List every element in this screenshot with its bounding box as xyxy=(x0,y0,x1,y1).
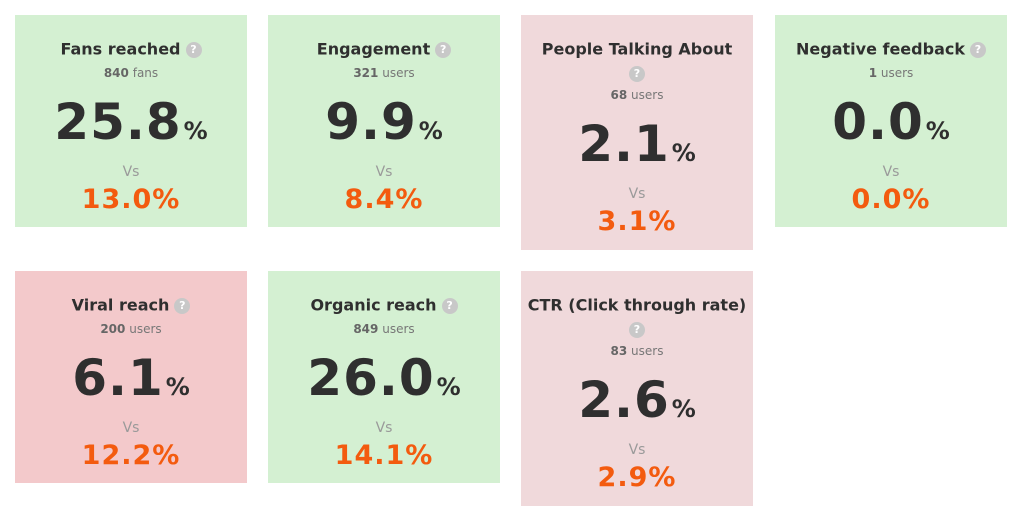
count-value: 849 xyxy=(353,321,379,336)
count-value: 1 xyxy=(868,65,878,80)
vs-label: Vs xyxy=(628,185,646,202)
vs-label: Vs xyxy=(882,163,900,180)
help-icon[interactable]: ? xyxy=(969,41,986,58)
card-count: 1 users xyxy=(775,66,1007,80)
help-icon[interactable]: ? xyxy=(185,41,202,58)
help-icon[interactable]: ? xyxy=(629,321,645,338)
count-value: 68 xyxy=(610,87,628,102)
comparison-value: 2.9% xyxy=(597,461,677,493)
percent-sign: % xyxy=(183,116,208,145)
metric-number: 0.0 xyxy=(832,92,924,151)
card-title: Negative feedback xyxy=(796,39,965,59)
vs-label: Vs xyxy=(628,441,646,458)
card-title-row: Organic reach? xyxy=(268,295,500,316)
count-unit: users xyxy=(631,343,664,358)
percent-sign: % xyxy=(418,116,443,145)
count-value: 83 xyxy=(610,343,628,358)
metric-card-fans-reached: Fans reached? 840 fans 25.8% Vs 13.0% xyxy=(15,15,247,227)
card-count: 68 users xyxy=(521,88,753,102)
metric-number: 26.0 xyxy=(307,348,435,407)
count-value: 321 xyxy=(353,65,379,80)
count-unit: users xyxy=(880,65,914,80)
metric-value: 9.9% xyxy=(268,94,500,159)
metric-value: 25.8% xyxy=(15,94,247,159)
metric-value: 6.1% xyxy=(15,350,247,415)
card-count: 83 users xyxy=(521,344,753,358)
percent-sign: % xyxy=(671,394,696,423)
card-title-row: People Talking About? xyxy=(521,39,753,82)
card-title-row: Engagement? xyxy=(268,39,500,60)
comparison-value: 8.4% xyxy=(344,183,424,215)
card-title: People Talking About xyxy=(541,39,733,59)
count-unit: users xyxy=(382,321,415,336)
comparison-value: 3.1% xyxy=(597,205,677,237)
metric-number: 6.1 xyxy=(72,348,164,407)
card-title-row: CTR (Click through rate)? xyxy=(521,295,753,338)
count-unit: users xyxy=(129,321,162,336)
card-count: 849 users xyxy=(268,322,500,336)
metric-card-engagement: Engagement? 321 users 9.9% Vs 8.4% xyxy=(268,15,500,227)
help-icon[interactable]: ? xyxy=(441,297,458,314)
card-title-row: Fans reached? xyxy=(15,39,247,60)
metric-card-viral-reach: Viral reach? 200 users 6.1% Vs 12.2% xyxy=(15,271,247,483)
comparison-value: 0.0% xyxy=(851,183,931,215)
metric-number: 25.8 xyxy=(54,92,182,151)
card-title: Fans reached xyxy=(60,39,181,59)
card-count: 840 fans xyxy=(15,66,247,80)
count-unit: fans xyxy=(132,65,159,80)
percent-sign: % xyxy=(436,372,461,401)
comparison-value: 14.1% xyxy=(334,439,434,471)
percent-sign: % xyxy=(165,372,190,401)
help-icon[interactable]: ? xyxy=(435,41,452,58)
count-value: 200 xyxy=(100,321,126,336)
percent-sign: % xyxy=(671,138,696,167)
count-value: 840 xyxy=(103,65,129,80)
card-title: Engagement xyxy=(316,39,431,59)
count-unit: users xyxy=(631,87,664,102)
help-icon[interactable]: ? xyxy=(629,65,645,82)
metric-card-people-talking-about: People Talking About? 68 users 2.1% Vs 3… xyxy=(521,15,753,250)
card-title: Viral reach xyxy=(71,295,170,315)
comparison-value: 12.2% xyxy=(81,439,181,471)
card-count: 321 users xyxy=(268,66,500,80)
metric-value: 0.0% xyxy=(775,94,1007,159)
metric-value: 2.6% xyxy=(521,372,753,437)
metric-number: 9.9 xyxy=(325,92,417,151)
vs-label: Vs xyxy=(122,163,140,180)
vs-label: Vs xyxy=(375,163,393,180)
card-title-row: Viral reach? xyxy=(15,295,247,316)
vs-label: Vs xyxy=(375,419,393,436)
card-title: Organic reach xyxy=(310,295,437,315)
comparison-value: 13.0% xyxy=(81,183,181,215)
metric-card-negative-feedback: Negative feedback? 1 users 0.0% Vs 0.0% xyxy=(775,15,1007,227)
metric-number: 2.6 xyxy=(578,370,670,429)
metric-card-ctr: CTR (Click through rate)? 83 users 2.6% … xyxy=(521,271,753,506)
vs-label: Vs xyxy=(122,419,140,436)
metric-card-organic-reach: Organic reach? 849 users 26.0% Vs 14.1% xyxy=(268,271,500,483)
metric-number: 2.1 xyxy=(578,114,670,173)
help-icon[interactable]: ? xyxy=(174,297,191,314)
card-title-row: Negative feedback? xyxy=(775,39,1007,60)
count-unit: users xyxy=(382,65,415,80)
card-title: CTR (Click through rate) xyxy=(527,295,747,315)
percent-sign: % xyxy=(925,116,950,145)
card-count: 200 users xyxy=(15,322,247,336)
metric-value: 26.0% xyxy=(268,350,500,415)
metric-value: 2.1% xyxy=(521,116,753,181)
